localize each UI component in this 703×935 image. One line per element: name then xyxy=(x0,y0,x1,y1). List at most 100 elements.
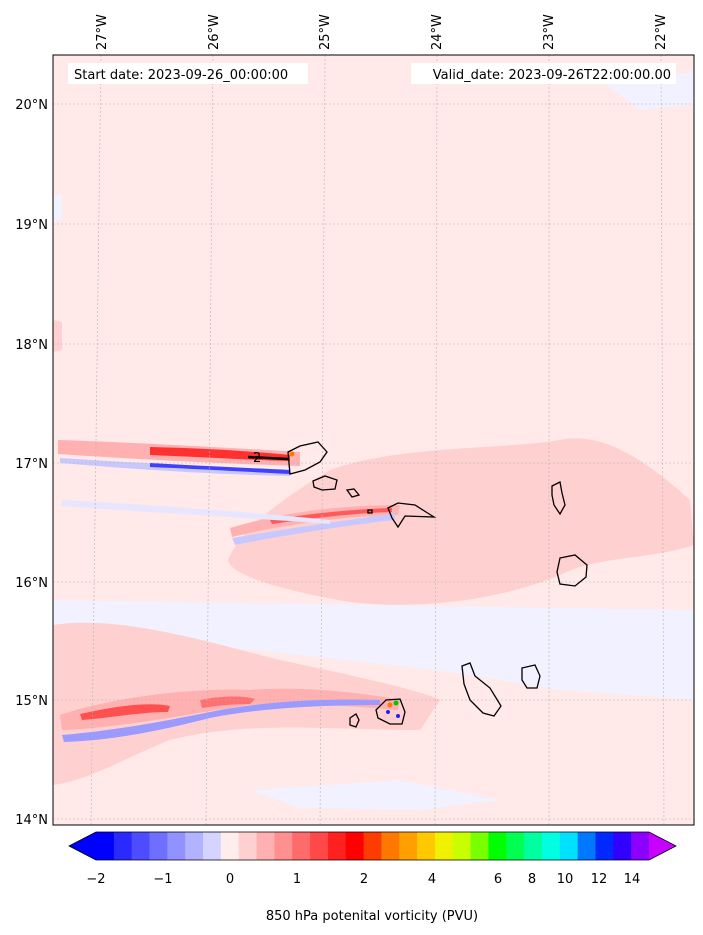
pv-spot-blue xyxy=(386,710,390,714)
lat-label: 19°N xyxy=(15,218,48,233)
colorbar-tick-label: 12 xyxy=(591,872,608,887)
colorbar-segment xyxy=(506,832,525,860)
island-sao-nicolau xyxy=(387,502,437,529)
filament-middle-blue xyxy=(232,513,395,545)
colorbar-tick-label: 1 xyxy=(293,872,301,887)
lat-label: 16°N xyxy=(15,576,48,591)
colorbar-segment xyxy=(434,832,454,860)
island-santiago xyxy=(461,662,502,717)
island-sao-vicente xyxy=(312,475,338,491)
colorbar-segment xyxy=(131,832,151,860)
filament-south-red-core-west xyxy=(80,704,170,720)
valid-date: Valid_date: 2023-09-26T22:00:00.00 xyxy=(433,68,671,83)
pv-spot-blue-2 xyxy=(396,714,400,718)
colorbar-tick-label: 4 xyxy=(428,872,436,887)
coastlines xyxy=(287,441,588,728)
lon-label: 23°W xyxy=(542,14,557,50)
longitude-labels: 27°W 26°W 25°W 24°W 23°W 22°W xyxy=(95,14,669,50)
map-panel: 2 xyxy=(53,55,694,825)
lon-label: 26°W xyxy=(207,14,222,50)
start-date-box xyxy=(68,63,308,84)
colorbar-ticks: −2 −1 0 1 2 4 6 8 10 12 14 xyxy=(86,872,640,887)
colorbar-segment xyxy=(149,832,168,860)
latitude-labels: 20°N 19°N 18°N 17°N 16°N 15°N 14°N xyxy=(15,98,48,828)
island-boa-vista xyxy=(556,554,588,587)
pv-spot-green xyxy=(393,700,399,706)
colorbar-segment xyxy=(577,832,597,860)
start-date: Start date: 2023-09-26_00:00:00 xyxy=(74,68,288,83)
filament-south-blue xyxy=(62,699,380,742)
colorbar-segment xyxy=(631,832,650,860)
graticule xyxy=(53,55,694,825)
colorbar-segment xyxy=(524,832,543,860)
colorbar-segment xyxy=(613,832,632,860)
colorbar-segment xyxy=(274,832,293,860)
filament-north-blue-core xyxy=(150,463,290,474)
colorbar-segment xyxy=(470,832,490,860)
valid-date-box xyxy=(411,63,676,84)
colorbar-label: 850 hPa potenital vorticity (PVU) xyxy=(266,909,478,924)
colorbar-tick-label: 14 xyxy=(624,872,641,887)
colorbar-segment xyxy=(256,832,275,860)
colorbar-segment xyxy=(203,832,222,860)
blue-patch-west xyxy=(53,195,62,222)
map-frame xyxy=(52,54,695,826)
colorbar-under-arrow xyxy=(69,832,96,860)
colorbar-tick-label: −1 xyxy=(153,872,172,887)
lon-label: 24°W xyxy=(430,14,445,50)
island-sal xyxy=(551,481,566,516)
colorbar-segment xyxy=(381,832,400,860)
colorbar-segments xyxy=(96,832,650,860)
colorbar-segment xyxy=(292,832,311,860)
colorbar-segment xyxy=(238,832,258,860)
colorbar-segment xyxy=(399,832,418,860)
colorbar-tick-label: 2 xyxy=(360,872,368,887)
blue-region-south xyxy=(53,600,694,700)
island-fogo xyxy=(375,698,406,725)
island-brava xyxy=(349,713,360,728)
filament-middle-blue-faint xyxy=(62,500,330,524)
colorbar-segment xyxy=(541,832,561,860)
island-santa-luzia xyxy=(345,488,361,498)
colorbar-segment xyxy=(452,832,472,860)
contour-label: 2 xyxy=(253,451,261,466)
island-raso xyxy=(367,509,373,514)
lat-label: 18°N xyxy=(15,338,48,353)
colorbar-over-arrow xyxy=(649,832,676,860)
lat-label: 15°N xyxy=(15,694,48,709)
colorbar-segment xyxy=(113,832,133,860)
pv-spot-orange xyxy=(387,702,393,708)
island-santo-antao xyxy=(287,441,328,475)
colorbar-segment xyxy=(185,832,204,860)
colorbar-segment xyxy=(167,832,186,860)
colorbar-tick-label: 8 xyxy=(528,872,536,887)
lat-label: 14°N xyxy=(15,813,48,828)
colorbar-tick-label: −2 xyxy=(86,872,105,887)
colorbar-segment xyxy=(595,832,614,860)
colorbar-tick-label: 6 xyxy=(494,872,502,887)
colorbar-segment xyxy=(363,832,383,860)
colorbar-segment xyxy=(345,832,365,860)
pv-spot-orange-north xyxy=(289,451,295,457)
lon-label: 25°W xyxy=(318,14,333,50)
colorbar-segment xyxy=(96,832,115,860)
colorbar-tick-label: 0 xyxy=(226,872,234,887)
filament-south-red-outer xyxy=(60,688,400,730)
island-maio xyxy=(521,664,541,689)
red-region-central xyxy=(228,438,694,605)
lon-label: 27°W xyxy=(95,14,110,50)
lat-label: 20°N xyxy=(15,98,48,113)
filament-south-red-core-east xyxy=(200,696,255,708)
lat-label: 17°N xyxy=(15,457,48,472)
colorbar: −2 −1 0 1 2 4 6 8 10 12 14 850 hPa poten… xyxy=(68,831,677,924)
blue-region-bottom xyxy=(250,780,500,810)
colorbar-tick-label: 10 xyxy=(557,872,574,887)
colorbar-segment xyxy=(310,832,329,860)
red-patch-west xyxy=(53,320,62,352)
lon-label: 22°W xyxy=(654,14,669,50)
contour-line xyxy=(247,455,289,461)
colorbar-segment xyxy=(327,832,347,860)
colorbar-segment xyxy=(488,832,507,860)
colorbar-segment xyxy=(417,832,436,860)
